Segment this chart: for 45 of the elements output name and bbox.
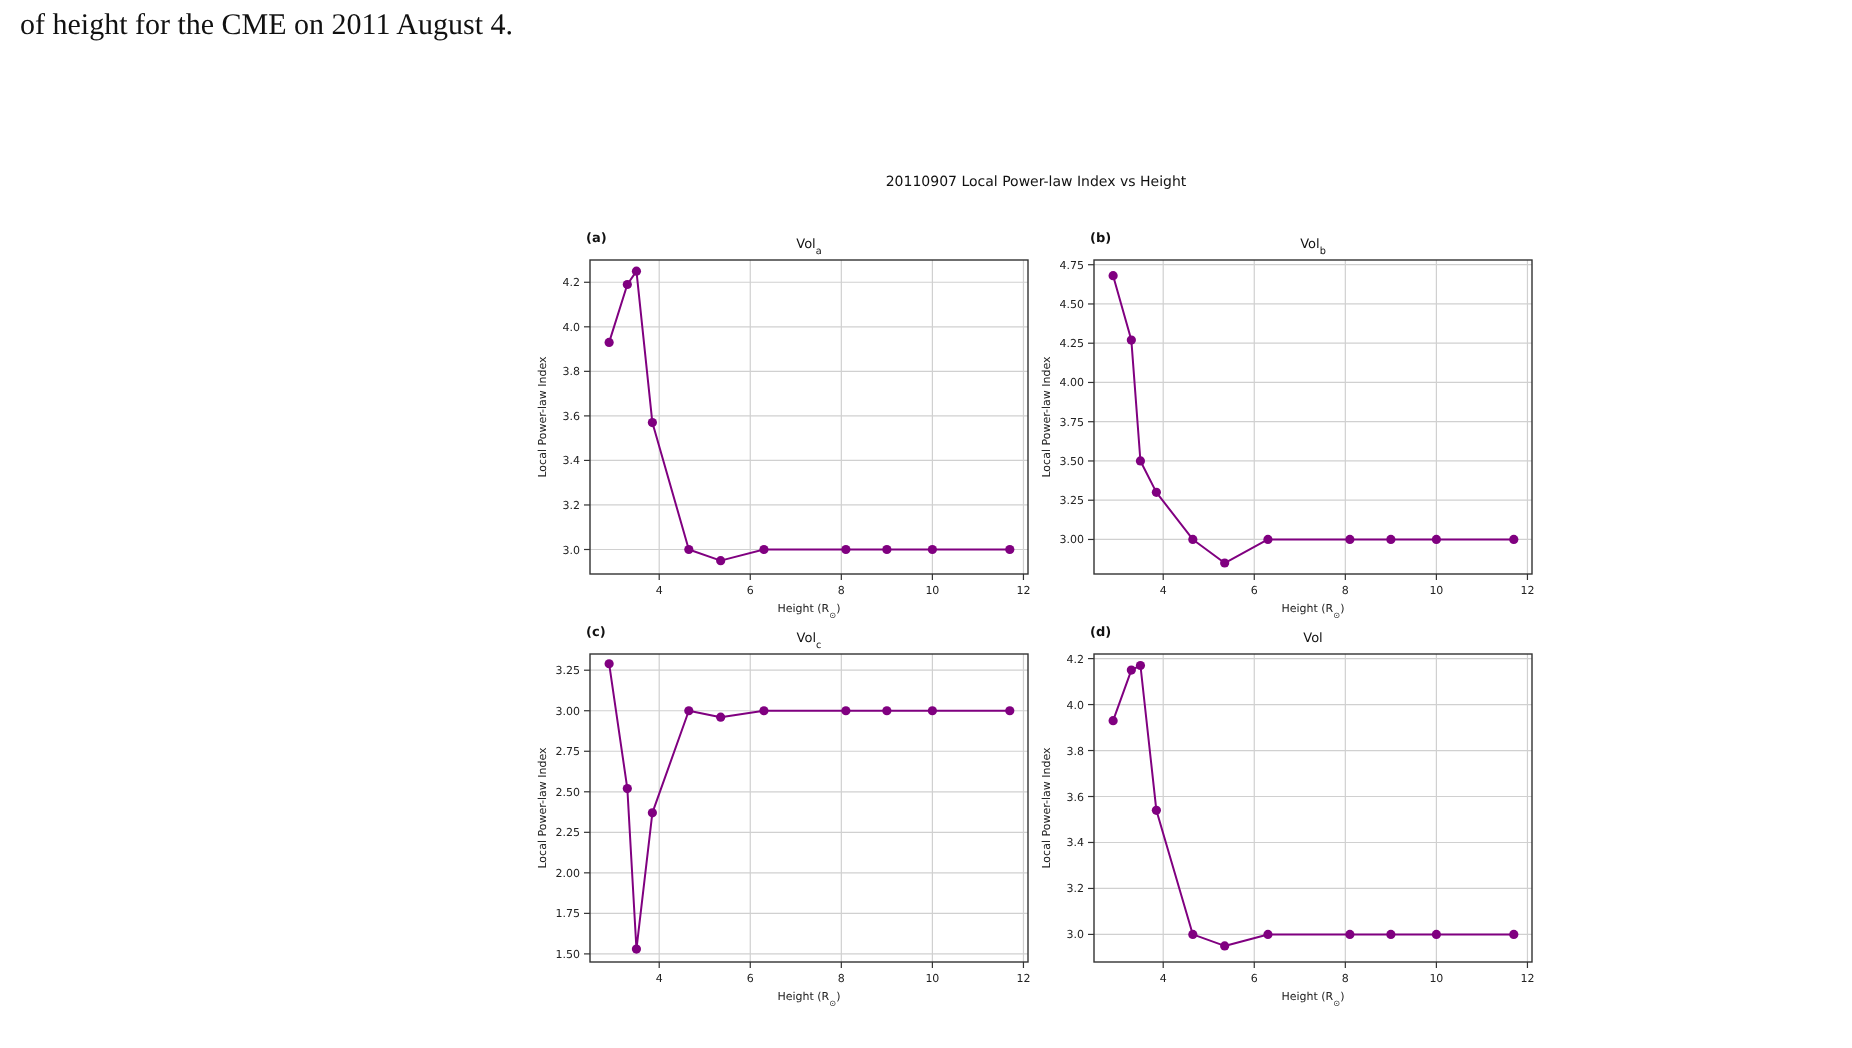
point	[1386, 534, 1396, 545]
point	[882, 706, 892, 716]
point	[1431, 534, 1441, 545]
point	[759, 544, 769, 555]
point	[841, 706, 851, 716]
point	[1135, 660, 1146, 671]
point	[1263, 534, 1273, 545]
point	[927, 544, 937, 555]
point	[647, 417, 657, 428]
point	[1108, 271, 1118, 281]
point	[759, 706, 769, 716]
point	[631, 944, 642, 954]
point	[1188, 534, 1198, 545]
point	[1126, 665, 1136, 675]
point	[622, 783, 632, 794]
text: of height for the CME on 2011 August 4.	[20, 10, 514, 42]
point	[1509, 534, 1519, 545]
point	[716, 556, 726, 566]
point	[882, 544, 892, 555]
point	[604, 337, 614, 347]
point	[684, 706, 694, 716]
point	[1263, 929, 1273, 940]
point	[1188, 929, 1198, 940]
point	[604, 659, 614, 669]
point	[1431, 929, 1441, 940]
point	[1345, 534, 1355, 545]
point	[1135, 456, 1146, 466]
point	[1108, 716, 1118, 726]
point	[1386, 929, 1396, 940]
point	[1151, 487, 1161, 497]
point	[1005, 706, 1015, 716]
point	[1126, 335, 1136, 345]
point	[684, 544, 694, 555]
point	[1151, 805, 1161, 815]
point	[647, 808, 657, 818]
point	[622, 279, 632, 290]
point	[841, 544, 851, 555]
point	[1509, 929, 1519, 940]
point	[927, 706, 937, 716]
point	[1220, 941, 1230, 951]
point	[1345, 929, 1355, 940]
point	[716, 712, 726, 722]
point	[1005, 544, 1015, 555]
point	[631, 266, 642, 276]
point	[1220, 558, 1230, 568]
